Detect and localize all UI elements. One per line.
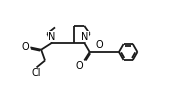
Text: N: N (81, 32, 89, 42)
Text: N: N (48, 32, 56, 42)
Text: O: O (76, 61, 84, 71)
Text: Cl: Cl (31, 68, 40, 78)
Text: O: O (95, 40, 103, 50)
Text: O: O (22, 42, 30, 52)
